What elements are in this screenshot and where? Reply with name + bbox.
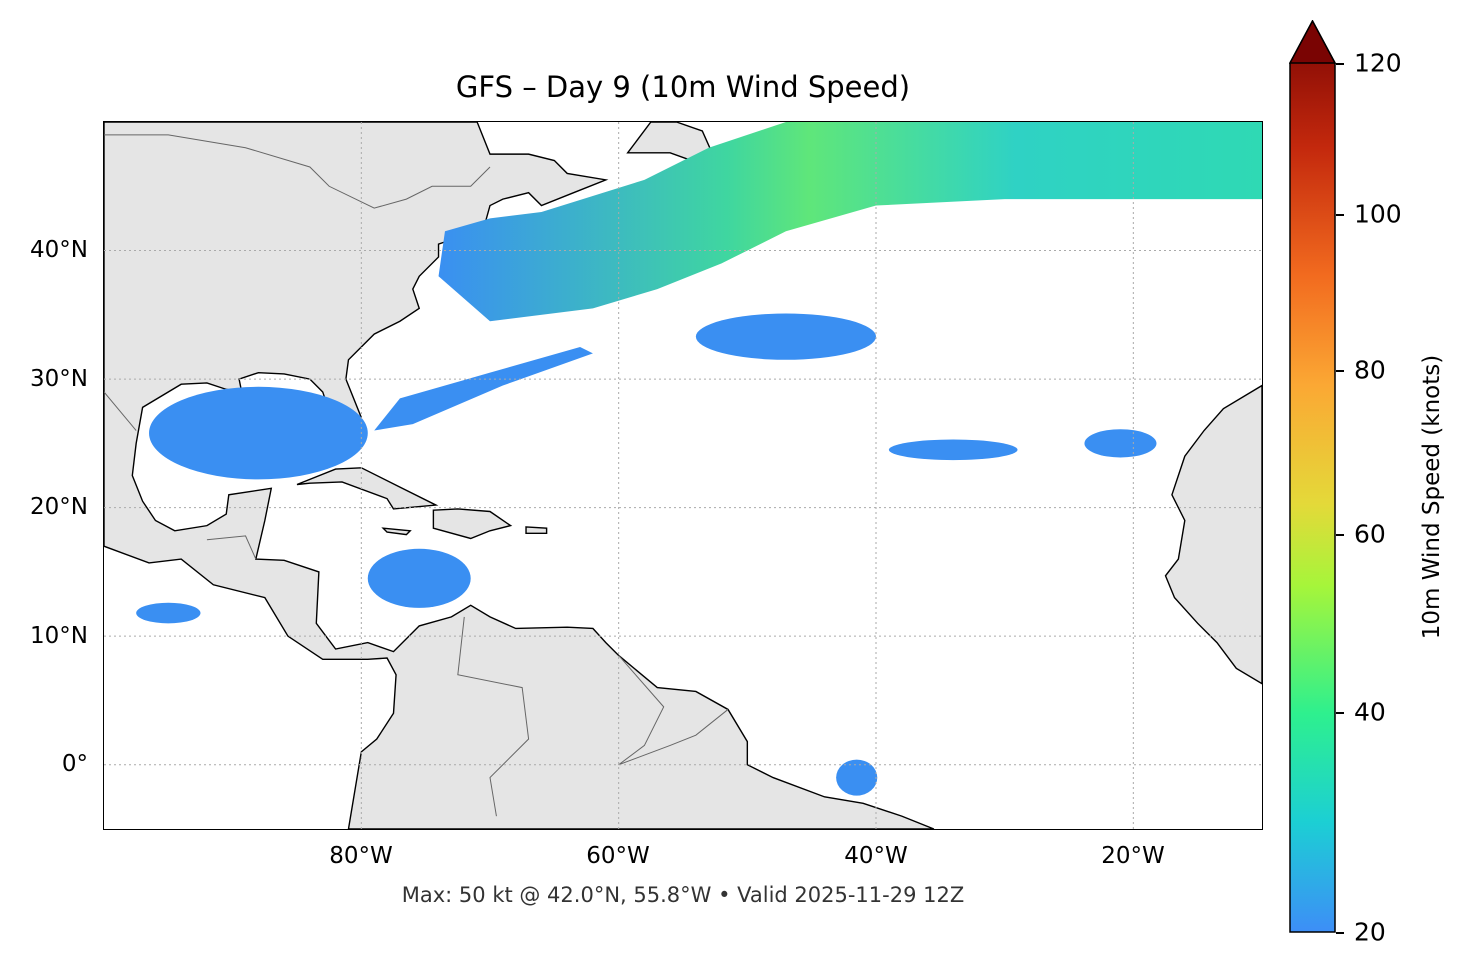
colorbar-label-60: 60 xyxy=(1354,519,1386,549)
wind-jet-band xyxy=(438,122,1262,322)
newfoundland xyxy=(628,122,713,164)
colorbar-label-120: 120 xyxy=(1354,48,1402,78)
lat-label-10n: 10°N xyxy=(30,623,88,649)
colorbar xyxy=(1289,20,1336,933)
colorbar-fill xyxy=(1289,20,1336,933)
puerto-rico xyxy=(526,527,547,533)
map-svg xyxy=(104,122,1262,829)
africa xyxy=(1166,386,1262,684)
footer-max-valid: Max: 50 kt @ 42.0°N, 55.8°W • Valid 2025… xyxy=(401,883,965,907)
lon-label-40w: 40°W xyxy=(844,843,908,869)
jamaica xyxy=(383,528,410,534)
wind-east-atlantic xyxy=(1084,429,1157,458)
map-area xyxy=(104,122,1262,829)
lon-label-60w: 60°W xyxy=(586,843,650,869)
colorbar-label-20: 20 xyxy=(1354,917,1386,947)
wind-subtropical-patch xyxy=(888,439,1018,461)
lat-label-0: 0° xyxy=(61,751,88,777)
colorbar-tick xyxy=(1336,63,1344,65)
wind-brazil-coast xyxy=(836,759,878,796)
lon-label-20w: 20°W xyxy=(1101,843,1165,869)
borders xyxy=(104,135,728,816)
colorbar-tick xyxy=(1336,712,1344,714)
colorbar-tick xyxy=(1336,534,1344,536)
lon-label-80w: 80°W xyxy=(329,843,393,869)
lat-label-20n: 20°N xyxy=(30,494,88,520)
chart-title: GFS – Day 9 (10m Wind Speed) xyxy=(455,70,911,104)
hispaniola xyxy=(433,509,510,539)
americas-landmass xyxy=(104,122,934,829)
wind-tropical-tail xyxy=(374,346,593,431)
wind-speed-field xyxy=(136,122,1262,796)
colorbar-extend-arrow xyxy=(1289,20,1336,64)
colorbar-label-40: 40 xyxy=(1354,697,1386,727)
lat-label-30n: 30°N xyxy=(30,366,88,392)
land xyxy=(104,122,1262,829)
cuba xyxy=(297,468,436,509)
colorbar-tick xyxy=(1336,214,1344,216)
colorbar-label-100: 100 xyxy=(1354,199,1402,229)
colorbar-title: 10m Wind Speed (knots) xyxy=(1419,354,1445,640)
wind-caribbean xyxy=(367,548,471,608)
colorbar-tick xyxy=(1336,370,1344,372)
wind-gulf-of-mexico xyxy=(149,386,368,480)
colorbar-tick xyxy=(1336,932,1344,934)
wind-pacific xyxy=(136,602,201,624)
wind-central-atlantic xyxy=(695,313,876,360)
lat-label-40n: 40°N xyxy=(30,237,88,263)
colorbar-label-80: 80 xyxy=(1354,355,1386,385)
